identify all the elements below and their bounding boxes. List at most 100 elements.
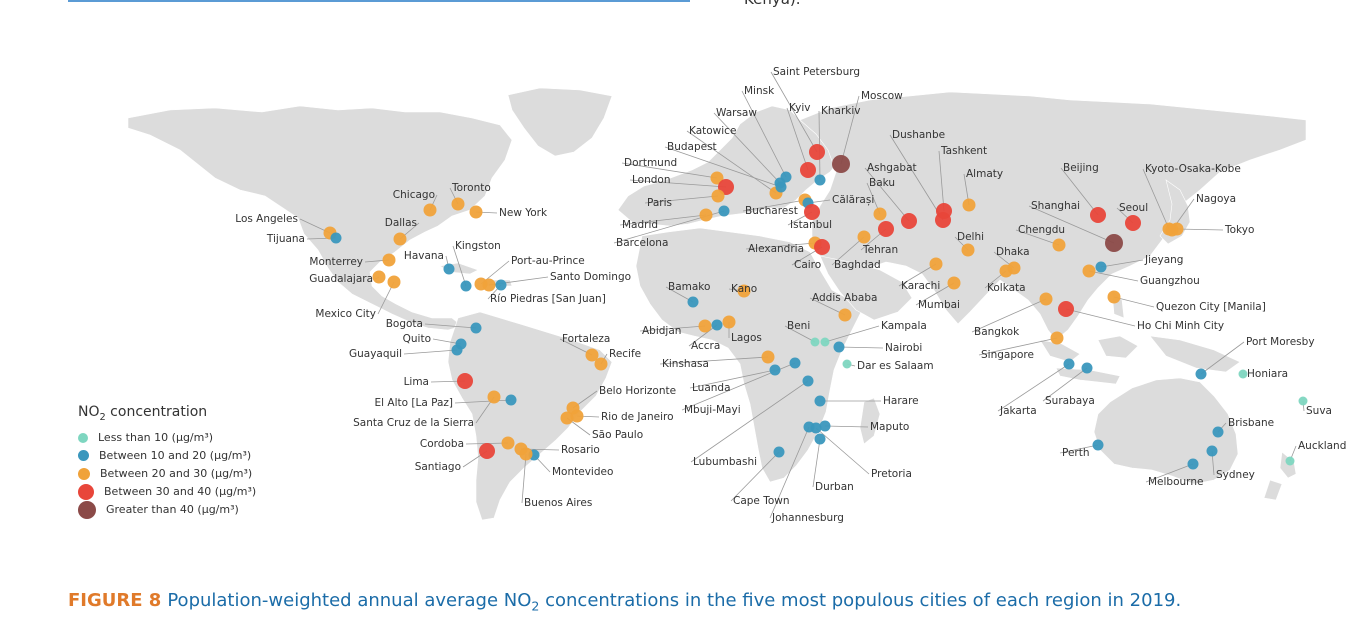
marker-johannesburg (803, 421, 815, 433)
leader-lubumbashi (690, 380, 809, 463)
label-calarasi: Călărași (832, 194, 874, 206)
marker-new-york (469, 205, 483, 219)
label-sydney: Sydney (1216, 469, 1255, 481)
label-santo-domingo: Santo Domingo (550, 271, 631, 283)
marker-guadalajara (372, 270, 386, 284)
label-recife: Recife (609, 348, 641, 360)
label-sao-paulo: São Paulo (592, 429, 643, 441)
marker-seoul (1125, 215, 1141, 231)
leader-mumbai (915, 282, 955, 306)
label-harare: Harare (883, 395, 919, 407)
marker-guangzhou (1082, 264, 1096, 278)
marker-sao-paulo (560, 411, 574, 425)
marker-brisbane (1212, 426, 1224, 438)
leader-maputo (824, 425, 869, 428)
label-kano: Kano (731, 283, 757, 295)
land-arabia (819, 255, 913, 321)
leader-alexandria (745, 242, 816, 250)
marker-harare (814, 395, 826, 407)
leader-shanghai (1028, 205, 1115, 244)
marker-nairobi (833, 341, 845, 353)
label-brisbane: Brisbane (1228, 417, 1274, 429)
marker-luanda (769, 364, 781, 376)
leader-madrid (619, 214, 707, 226)
label-rosario: Rosario (561, 444, 600, 456)
marker-kyiv (800, 162, 816, 178)
label-surabaya: Surabaya (1045, 395, 1095, 407)
marker-accra (711, 319, 723, 331)
label-jieyang: Jieyang (1144, 254, 1183, 266)
marker-saint-petersburg (809, 144, 825, 160)
label-istanbul: Istanbul (790, 219, 832, 231)
label-durban: Durban (815, 481, 854, 493)
label-dallas: Dallas (385, 217, 417, 229)
leader-durban (812, 438, 821, 488)
label-nairobi: Nairobi (885, 342, 922, 354)
label-mbuji-mayi: Mbuji-Mayi (684, 404, 741, 416)
label-paris: Paris (647, 197, 672, 209)
leader-bangkok (971, 298, 1047, 333)
leader-bogota (424, 323, 477, 329)
label-lima: Lima (404, 376, 429, 388)
leader-luanda (689, 369, 776, 389)
marker-cape-town (773, 446, 785, 458)
marker-dar-es-salaam (842, 359, 852, 369)
label-buenos-aires: Buenos Aires (524, 497, 592, 509)
leader-surabaya (1042, 367, 1088, 402)
land-south-america (447, 311, 613, 521)
leader-katowice (686, 130, 777, 194)
label-warsaw: Warsaw (716, 107, 757, 119)
label-chicago: Chicago (393, 189, 435, 201)
marker-toronto (451, 197, 465, 211)
marker-surabaya (1081, 362, 1093, 374)
marker-auckland (1285, 456, 1295, 466)
label-suva: Suva (1306, 405, 1332, 417)
leader-buenos-aires (521, 453, 527, 504)
marker-fortaleza (585, 348, 599, 362)
label-mumbai: Mumbai (918, 299, 960, 311)
label-dhaka: Dhaka (996, 246, 1030, 258)
label-santiago: Santiago (415, 461, 461, 473)
label-bamako: Bamako (668, 281, 710, 293)
leader-beijing (1060, 167, 1099, 216)
label-lagos: Lagos (731, 332, 762, 344)
leader-bucharest (742, 199, 806, 212)
leader-cape-town (730, 451, 780, 502)
marker-baghdad (857, 230, 871, 244)
label-delhi: Delhi (957, 231, 984, 243)
leader-johannesburg (769, 426, 810, 519)
legend-item: Between 10 and 20 (µg/m³) (78, 447, 256, 465)
label-luanda: Luanda (692, 382, 731, 394)
leader-singapore (978, 337, 1058, 356)
label-el-alto-la-paz: El Alto [La Paz] (375, 397, 454, 409)
label-port-moresby: Port Moresby (1246, 336, 1315, 348)
label-los-angeles: Los Angeles (235, 213, 298, 225)
label-santa-cruz-de-la-sierra: Santa Cruz de la Sierra (353, 417, 474, 429)
label-montevideo: Montevideo (552, 466, 613, 478)
marker-bamako (687, 296, 699, 308)
label-moscow: Moscow (861, 90, 903, 102)
legend-swatch (78, 483, 94, 500)
legend-label: Between 30 and 40 (µg/m³) (104, 485, 257, 499)
leader-baghdad (831, 236, 865, 266)
label-belo-horizonte: Belo Horizonte (599, 385, 676, 397)
leader-kyiv (786, 107, 809, 171)
marker-buenos-aires (519, 447, 533, 461)
label-nagoya: Nagoya (1196, 193, 1236, 205)
marker-maputo (819, 420, 831, 432)
marker-baku (873, 207, 887, 221)
label-alexandria: Alexandria (748, 243, 804, 255)
marker-cordoba (501, 436, 515, 450)
city-labels: Los Angeles Tijuana Chicago Toronto New York… (235, 66, 1346, 524)
land-africa (635, 227, 863, 483)
marker-melbourne (1187, 458, 1199, 470)
leader-budapest (664, 146, 782, 188)
leader-accra (688, 324, 718, 347)
label-bogota: Bogota (386, 318, 423, 330)
marker-paris (711, 189, 725, 203)
leader-london (629, 179, 727, 188)
leader-moscow (840, 95, 860, 165)
figure-number: FIGURE 8 (68, 590, 162, 611)
leader-quezon-city-manila (1113, 296, 1155, 308)
label-melbourne: Melbourne (1148, 476, 1203, 488)
